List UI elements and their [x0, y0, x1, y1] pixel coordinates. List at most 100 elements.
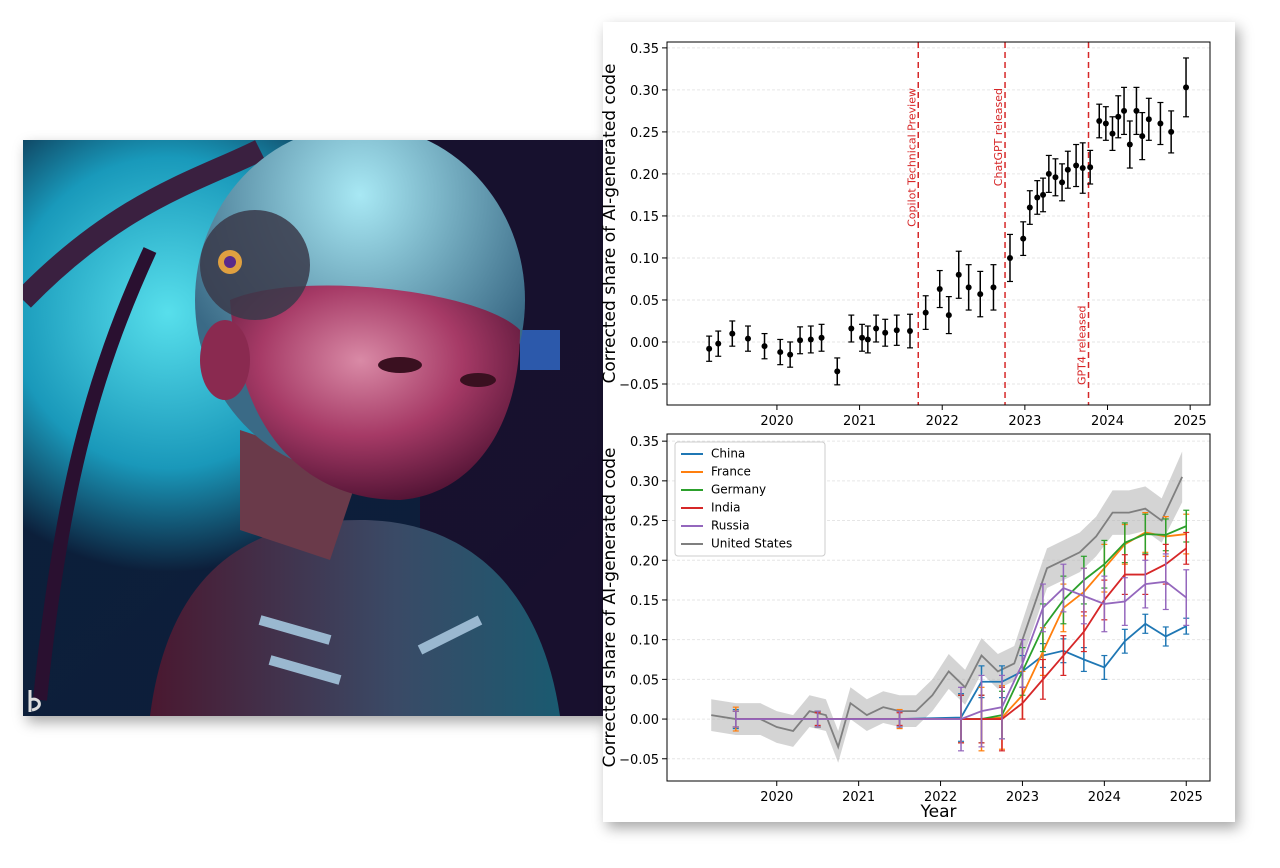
point: [1040, 191, 1047, 198]
point: [990, 284, 997, 291]
x-tick-label: 2025: [1174, 414, 1207, 429]
point: [859, 334, 866, 341]
plot-frame: [666, 433, 1211, 782]
point: [715, 340, 722, 347]
y-tick-label: 0.25: [630, 126, 659, 141]
x-tick-label: 2024: [1088, 790, 1121, 805]
x-tick-label: 2021: [843, 414, 876, 429]
x-tick-label: 2022: [924, 790, 957, 805]
chart: −0.05 0.00 0.05 0.10 0.15 0.20 0.25 0.30 0.35 202…: [600, 433, 1211, 822]
point: [936, 286, 943, 293]
point: [965, 284, 972, 291]
legend-label: India: [711, 501, 740, 515]
plot-frame: [666, 41, 1211, 406]
legend-box: [674, 441, 826, 557]
y-tick-label: 0.35: [630, 42, 659, 57]
point: [1026, 204, 1033, 211]
chart: −0.05 0.00 0.05 0.10 0.15 0.20 0.25 0.30 0.35 202…: [600, 41, 1211, 429]
event-label: Copilot Technical Preview: [905, 88, 918, 227]
point: [1052, 174, 1059, 181]
event-label: GPT4 released: [1076, 306, 1089, 385]
x-tick-label: 2025: [1170, 790, 1203, 805]
series-line: [711, 476, 1183, 750]
point: [1096, 117, 1103, 124]
point: [1157, 120, 1164, 127]
series-line: [735, 580, 1187, 720]
point: [1059, 179, 1066, 186]
point: [807, 336, 814, 343]
point: [1126, 141, 1133, 148]
point: [873, 325, 880, 332]
point: [1064, 166, 1071, 173]
point: [1034, 194, 1041, 201]
legend-label: Germany: [711, 483, 766, 497]
point: [1115, 113, 1122, 120]
y-tick-label: 0.30: [630, 475, 659, 490]
y-tick-label: 0.35: [630, 435, 659, 450]
point: [977, 291, 984, 298]
x-tick-label: 2023: [1006, 790, 1039, 805]
y-tick-label: 0.05: [630, 294, 659, 309]
y-tick-label: 0.15: [630, 210, 659, 225]
point: [848, 325, 855, 332]
point: [1087, 164, 1094, 171]
point: [1102, 120, 1109, 127]
point: [1020, 235, 1027, 242]
error-band: [711, 451, 1183, 763]
point: [1006, 254, 1013, 261]
legend-label: China: [711, 447, 745, 461]
y-axis-label: Corrected share of AI-generated code: [600, 447, 620, 767]
legend-label: France: [711, 465, 751, 479]
point: [1183, 84, 1190, 91]
legend-label: Russia: [711, 519, 750, 533]
x-tick-label: 2024: [1091, 414, 1124, 429]
y-tick-label: 0.25: [630, 515, 659, 530]
y-tick-label: −0.05: [619, 753, 659, 768]
point: [1133, 107, 1140, 114]
y-tick-label: 0.15: [630, 594, 659, 609]
y-tick-label: 0.30: [630, 84, 659, 99]
y-tick-label: 0.10: [630, 634, 659, 649]
y-tick-label: 0.20: [630, 554, 659, 569]
point: [906, 328, 913, 335]
point: [882, 329, 889, 336]
event-label: ChatGPT released: [992, 88, 1005, 186]
point: [1168, 128, 1175, 135]
point: [744, 335, 751, 342]
y-tick-label: 0.10: [630, 252, 659, 267]
point: [864, 336, 871, 343]
point: [922, 309, 929, 316]
point: [893, 327, 900, 334]
point: [777, 349, 784, 356]
point: [1139, 133, 1146, 140]
point: [1109, 130, 1116, 137]
point: [1073, 162, 1080, 169]
y-axis-label: Corrected share of AI-generated code: [600, 63, 620, 383]
legend-label: United States: [711, 537, 792, 551]
y-tick-label: −0.05: [619, 378, 659, 393]
charts: −0.05 0.00 0.05 0.10 0.15 0.20 0.25 0.30 0.35 202…: [600, 41, 1211, 822]
x-tick-label: 2020: [760, 414, 793, 429]
point: [955, 271, 962, 278]
point: [1079, 165, 1086, 172]
point: [787, 351, 794, 358]
point: [1045, 170, 1052, 177]
point: [797, 337, 804, 344]
x-tick-label: 2020: [760, 790, 793, 805]
point: [818, 334, 825, 341]
illustration-content: [23, 140, 603, 716]
x-tick-label: 2023: [1008, 414, 1041, 429]
y-tick-label: 0.20: [630, 168, 659, 183]
point: [1121, 107, 1128, 114]
point: [761, 343, 768, 350]
y-tick-label: 0.00: [630, 713, 659, 728]
x-axis-label: Year: [920, 802, 957, 822]
point: [729, 330, 736, 337]
x-tick-label: 2021: [842, 790, 875, 805]
point: [1145, 116, 1152, 123]
y-tick-label: 0.00: [630, 336, 659, 351]
x-tick-label: 2022: [926, 414, 959, 429]
point: [706, 345, 713, 352]
